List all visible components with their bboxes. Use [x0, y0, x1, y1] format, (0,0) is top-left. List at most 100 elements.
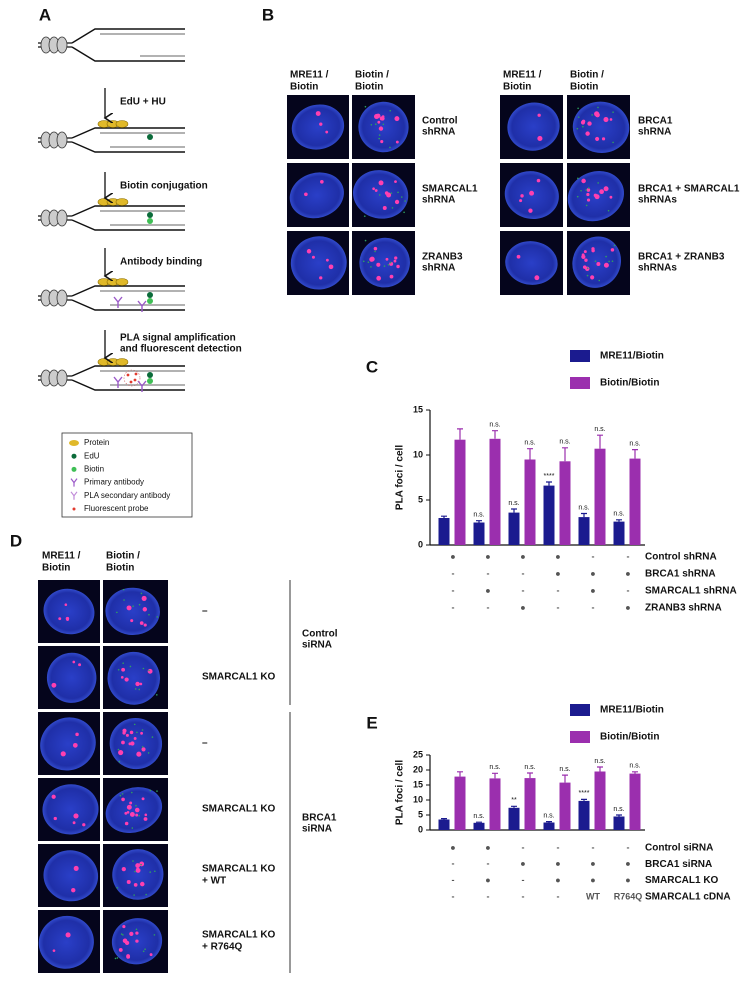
condition-cell: WT	[586, 891, 600, 901]
bar	[524, 459, 536, 545]
condition-cell: -	[557, 585, 560, 595]
foci	[581, 253, 585, 257]
bar	[629, 773, 641, 830]
speck	[594, 260, 597, 263]
column-header: MRE11 /	[290, 70, 329, 81]
speck	[364, 105, 367, 108]
edu	[147, 372, 153, 378]
foci	[136, 751, 142, 757]
foci	[134, 807, 140, 813]
foci	[376, 262, 381, 267]
condition-cell: -	[592, 602, 595, 612]
micrograph	[352, 95, 415, 159]
condition-cell: -	[627, 585, 630, 595]
condition-cell: ●	[485, 551, 490, 561]
speck	[156, 694, 158, 696]
antibody	[113, 296, 123, 308]
foci	[149, 953, 153, 957]
speck	[389, 146, 391, 149]
condition-cell: -	[557, 842, 560, 852]
error-bar	[492, 772, 498, 779]
row-label: BRCA1 + ZRANB3	[638, 252, 725, 263]
bar	[489, 438, 501, 545]
group-label: BRCA1	[302, 813, 337, 824]
legend-icon	[70, 491, 78, 500]
foci	[126, 804, 132, 810]
probe	[133, 378, 137, 382]
foci	[580, 120, 586, 125]
micrograph	[500, 163, 563, 227]
condition-cell: ●	[520, 602, 525, 612]
error-bar	[597, 766, 603, 772]
nucleus	[42, 784, 99, 835]
row-label: + R764Q	[202, 942, 243, 953]
biotin	[147, 298, 153, 304]
micrograph	[103, 778, 168, 841]
panel-label: C	[366, 357, 378, 376]
bar	[438, 819, 450, 830]
row-label: BRCA1 + SMARCAL1	[638, 184, 740, 195]
foci	[122, 728, 127, 733]
nucleus	[289, 172, 344, 219]
foci	[519, 199, 523, 203]
leading-strand	[71, 285, 185, 297]
y-tick-label: 20	[413, 764, 423, 774]
column-header: Biotin /	[570, 70, 604, 81]
legend-swatch	[570, 704, 590, 716]
row-label: –	[202, 606, 208, 617]
speck	[149, 789, 152, 792]
nucleus	[107, 651, 161, 705]
foci	[382, 206, 387, 210]
foci	[394, 256, 398, 260]
foci	[124, 677, 129, 682]
fork-diagram	[38, 120, 185, 153]
speck	[122, 588, 125, 591]
foci	[315, 111, 321, 116]
error-bar	[441, 515, 447, 518]
row-label: SMARCAL1 KO	[202, 930, 276, 941]
condition-label: ZRANB3 shRNA	[645, 603, 722, 614]
row-label: –	[202, 738, 208, 749]
micrograph	[38, 646, 100, 709]
row-label: ZRANB3	[422, 252, 463, 263]
condition-cell: ●	[625, 859, 630, 869]
column-header: Biotin	[290, 82, 318, 93]
speck	[144, 948, 146, 950]
speck	[577, 107, 579, 110]
foci	[380, 140, 384, 144]
speck	[576, 195, 579, 198]
foci	[140, 731, 143, 735]
significance: ****	[544, 473, 555, 480]
bar	[594, 771, 606, 830]
y-axis-label: PLA foci / cell	[395, 760, 406, 825]
leading-strand	[71, 205, 185, 217]
foci	[306, 249, 312, 254]
column-header: Biotin	[355, 82, 383, 93]
bar	[594, 448, 606, 545]
foci	[396, 264, 400, 269]
y-tick-label: 15	[413, 404, 423, 414]
nucleus	[572, 101, 630, 153]
row-label: SMARCAL1 KO	[202, 804, 276, 815]
foci	[120, 675, 124, 679]
bar	[473, 522, 485, 545]
condition-cell: ●	[485, 842, 490, 852]
speck	[387, 264, 390, 266]
speck	[577, 116, 580, 118]
condition-cell: -	[487, 602, 490, 612]
condition-cell: -	[452, 585, 455, 595]
speck	[120, 933, 123, 935]
column-header: MRE11 /	[42, 551, 81, 562]
error-bar	[441, 818, 447, 820]
speck	[121, 793, 124, 795]
speck	[378, 137, 380, 140]
protein	[115, 198, 129, 206]
speck	[123, 599, 125, 601]
speck	[397, 191, 399, 194]
foci	[304, 192, 308, 197]
bar	[543, 485, 555, 545]
condition-cell: -	[627, 551, 630, 561]
micrograph	[500, 231, 563, 295]
condition-label: BRCA1 siRNA	[645, 859, 712, 870]
